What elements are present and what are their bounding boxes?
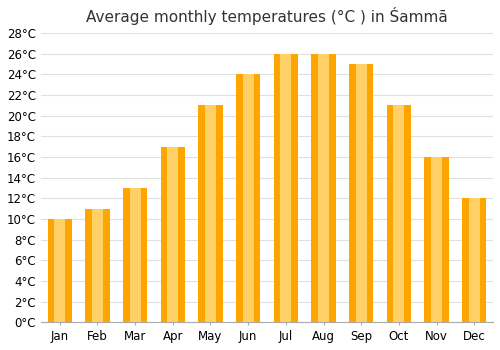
Bar <box>312 54 336 322</box>
Bar <box>92 209 103 322</box>
Bar <box>280 54 291 322</box>
Bar <box>236 75 260 322</box>
Bar <box>54 219 66 322</box>
Bar <box>424 157 449 322</box>
Bar <box>242 75 254 322</box>
Bar <box>160 147 185 322</box>
Title: Average monthly temperatures (°C ) in Śammā: Average monthly temperatures (°C ) in Śa… <box>86 7 448 25</box>
Bar <box>168 147 178 322</box>
Bar <box>205 105 216 322</box>
Bar <box>349 64 374 322</box>
Bar <box>123 188 148 322</box>
Bar <box>431 157 442 322</box>
Bar <box>318 54 329 322</box>
Bar <box>130 188 140 322</box>
Bar <box>85 209 110 322</box>
Bar <box>356 64 366 322</box>
Bar <box>462 198 486 322</box>
Bar <box>198 105 222 322</box>
Bar <box>468 198 479 322</box>
Bar <box>394 105 404 322</box>
Bar <box>48 219 72 322</box>
Bar <box>274 54 298 322</box>
Bar <box>386 105 411 322</box>
